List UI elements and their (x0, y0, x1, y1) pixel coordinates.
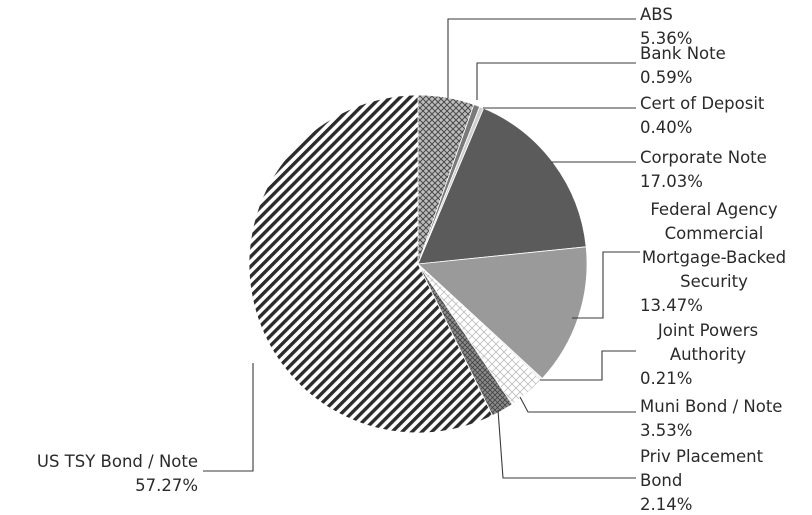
leader-line-federal-agency-commercial-mortgage-backed-security (572, 251, 640, 319)
leader-lines (203, 18, 640, 479)
slice-label-line: Bank Note (640, 44, 726, 63)
slice-value-label: 57.27% (135, 476, 198, 495)
slice-value-label: 17.03% (640, 172, 703, 191)
pie-slices (248, 94, 588, 434)
slice-label-priv-placement-bond: Priv Placement Bond 2.14% (640, 447, 764, 514)
slice-label-line: Federal Agency (650, 200, 778, 219)
slice-label-joint-powers-authority: Joint Powers Authority 0.21% (640, 321, 758, 388)
slice-label-line: Cert of Deposit (640, 94, 765, 113)
slice-label-line: Corporate Note (640, 148, 767, 167)
slice-value-label: 0.40% (640, 118, 692, 137)
slice-labels: ABS 5.36%Bank Note 0.59% Cert of Deposit 0.4… (37, 5, 786, 514)
slice-value-label: 0.59% (640, 68, 692, 87)
leader-line-muni-bond-note (519, 396, 636, 413)
leader-line-us-tsy-bond-note (203, 363, 254, 472)
pie-slice-us-tsy-bond-note (248, 94, 494, 434)
pie-slice-corporate-note (417, 107, 587, 265)
slice-value-label: 2.14% (640, 495, 692, 514)
slice-label-line: Priv Placement (640, 447, 764, 466)
slice-label-bank-note: Bank Note 0.59% (640, 44, 726, 87)
slice-label-line: Security (680, 272, 748, 291)
slice-value-label: 3.53% (640, 421, 692, 440)
leader-line-bank-note (476, 62, 636, 100)
leader-line-priv-placement-bond (497, 409, 636, 479)
leader-line-joint-powers-authority (540, 350, 636, 381)
slice-label-line: ABS (640, 5, 673, 24)
slice-label-line: US TSY Bond / Note (37, 452, 198, 471)
slice-label-cert-of-deposit: Cert of Deposit 0.40% (640, 94, 765, 137)
slice-label-line: Mortgage-Backed (642, 248, 786, 267)
slice-label-corporate-note: Corporate Note 17.03% (640, 148, 767, 191)
slice-value-label: 5.36% (640, 29, 692, 48)
slice-label-line: Muni Bond / Note (640, 397, 782, 416)
slice-label-line: Joint Powers (657, 321, 758, 340)
slice-label-us-tsy-bond-note: US TSY Bond / Note 57.27% (37, 452, 198, 495)
pie-slice-federal-agency-commercial-mortgage-backed-security (417, 246, 588, 380)
slice-label-muni-bond-note: Muni Bond / Note 3.53% (640, 397, 782, 440)
slice-label-federal-agency-commercial-mortgage-backed-security: Federal Agency Commercial Mortgage-Backed S… (640, 200, 786, 315)
slice-label-line: Bond (640, 471, 682, 490)
slice-label-line: Commercial (665, 224, 764, 243)
slice-value-label: 13.47% (640, 296, 703, 315)
slice-label-line: Authority (670, 345, 747, 364)
slice-label-abs: ABS 5.36% (640, 5, 692, 48)
slice-value-label: 0.21% (640, 369, 692, 388)
leader-line-abs (447, 18, 636, 98)
